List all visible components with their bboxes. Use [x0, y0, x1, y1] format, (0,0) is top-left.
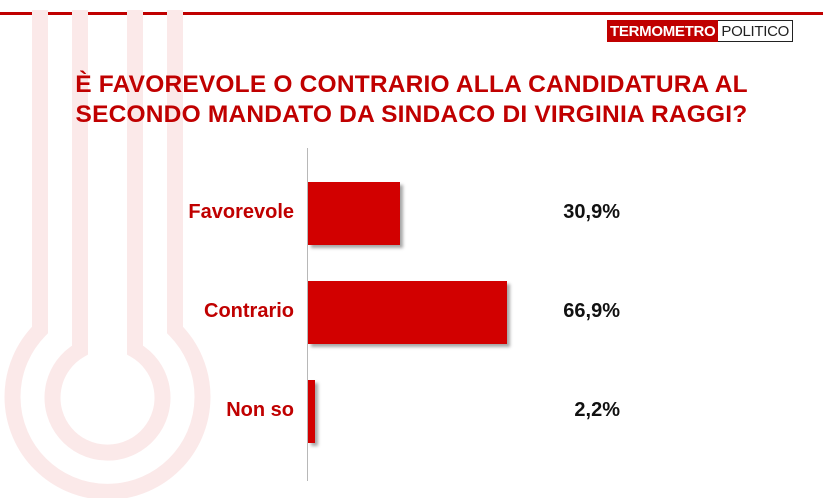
value-label: 2,2% [574, 399, 620, 421]
value-label: 30,9% [563, 201, 620, 223]
category-axis-line [307, 148, 308, 481]
chart-title: È FAVOREVOLE O CONTRARIO ALLA CANDIDATUR… [0, 70, 823, 130]
thermometer-watermark-icon [4, 10, 211, 498]
brand-logo-right: POLITICO [718, 20, 793, 42]
chart-title-line-2: SECONDO MANDATO DA SINDACO DI VIRGINIA R… [75, 101, 748, 128]
category-label: Contrario [204, 300, 294, 322]
bar [308, 280, 507, 344]
brand-logo-left: TERMOMETRO [607, 20, 719, 42]
category-label: Non so [226, 399, 294, 421]
bar [308, 181, 400, 245]
brand-logo[interactable]: TERMOMETRO POLITICO [607, 20, 793, 42]
bar [308, 379, 315, 443]
category-label: Favorevole [188, 201, 294, 223]
chart-title-line-1: È FAVOREVOLE O CONTRARIO ALLA CANDIDATUR… [75, 71, 748, 98]
top-rule [0, 12, 823, 15]
value-label: 66,9% [563, 300, 620, 322]
